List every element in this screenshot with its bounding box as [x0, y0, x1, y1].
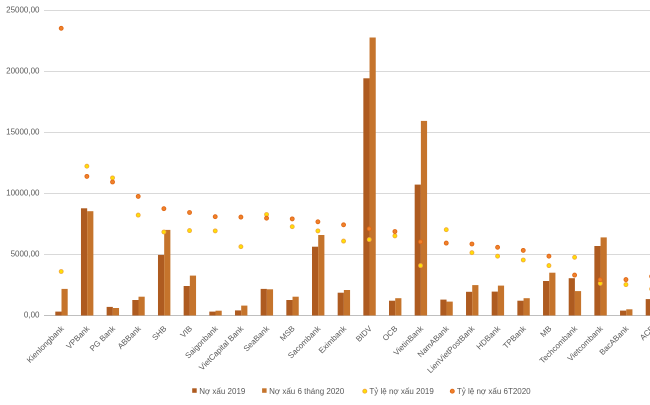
svg-text:Nợ xấu 2019: Nợ xấu 2019	[199, 387, 246, 396]
svg-text:5000,00: 5000,00	[11, 250, 40, 259]
svg-text:25000,00: 25000,00	[6, 6, 40, 15]
svg-text:Nợ xấu 6 tháng 2020: Nợ xấu 6 tháng 2020	[269, 387, 345, 396]
svg-text:10000,00: 10000,00	[6, 189, 40, 198]
svg-text:20000,00: 20000,00	[6, 67, 40, 76]
svg-text:ACB: ACB	[638, 324, 650, 342]
svg-text:Tỷ lệ nợ xấu 2019: Tỷ lệ nợ xấu 2019	[369, 387, 434, 396]
svg-text:0,00: 0,00	[24, 311, 40, 320]
svg-text:Tỷ lệ nợ xấu 6T2020: Tỷ lệ nợ xấu 6T2020	[457, 387, 531, 396]
svg-text:15000,00: 15000,00	[6, 128, 40, 137]
